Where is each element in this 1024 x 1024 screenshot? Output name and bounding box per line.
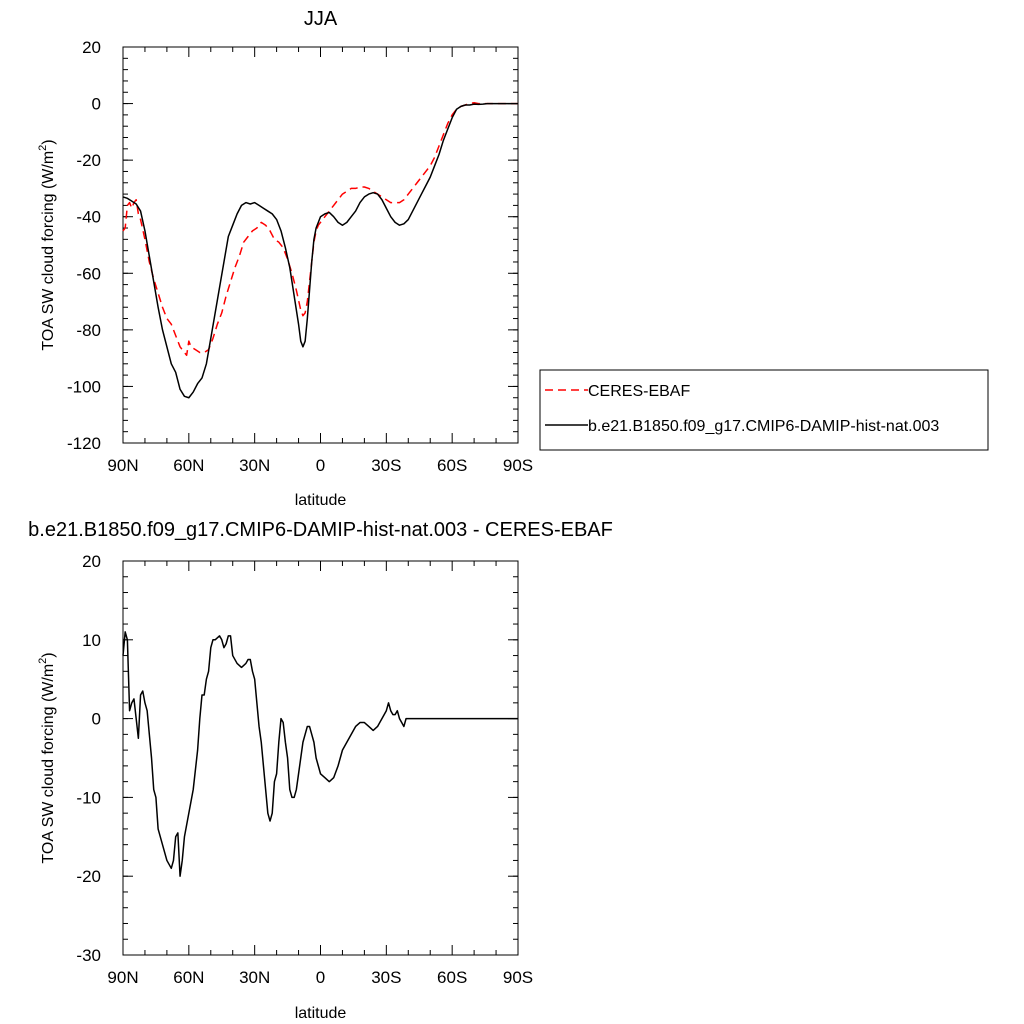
chart0-y-tick-label: -120 <box>67 434 101 453</box>
chart1-y-tick-label: -10 <box>76 788 101 807</box>
chart1-y-tick-label: 0 <box>92 710 101 729</box>
chart1-x-tick-label: 30S <box>371 968 401 987</box>
chart1-title: b.e21.B1850.f09_g17.CMIP6-DAMIP-hist-nat… <box>28 519 613 541</box>
chart1-x-tick-label: 60N <box>173 968 204 987</box>
chart0-y-tick-label: 0 <box>92 95 101 114</box>
chart0-x-tick-label: 90N <box>107 456 138 475</box>
chart1-x-axis-label: latitude <box>295 1005 347 1022</box>
chart1-plot-frame <box>122 560 519 956</box>
chart0-series-line-0 <box>122 101 518 357</box>
chart0-legend-label-1: b.e21.B1850.f09_g17.CMIP6-DAMIP-hist-nat… <box>588 418 939 435</box>
chart1-y-tick-label: 20 <box>82 552 101 571</box>
chart0-x-tick-label: 60N <box>173 456 204 475</box>
chart1-x-tick-label: 90N <box>107 968 138 987</box>
chart1-x-tick-label: 90S <box>503 968 533 987</box>
chart1-x-tick-label: 0 <box>316 968 325 987</box>
chart1-x-tick-label: 30N <box>239 968 270 987</box>
chart1-y-tick-label: 10 <box>82 631 101 650</box>
chart1-y-axis-label: TOA SW cloud forcing (W/m2) <box>37 652 57 863</box>
chart0-y-axis-label: TOA SW cloud forcing (W/m2) <box>37 139 57 350</box>
chart0-legend-label-0: CERES-EBAF <box>588 383 690 400</box>
chart0-x-tick-label: 30N <box>239 456 270 475</box>
chart0-series-line-1 <box>122 102 518 399</box>
chart0-legend-box <box>539 369 989 451</box>
chart0-x-tick-label: 0 <box>316 456 325 475</box>
chart0-y-tick-label: -60 <box>76 264 101 283</box>
chart0-x-axis-label: latitude <box>295 492 347 509</box>
chart0-plot-frame <box>122 46 519 444</box>
chart1-x-tick-label: 60S <box>437 968 467 987</box>
chart0-x-tick-label: 30S <box>371 456 401 475</box>
chart0-x-tick-label: 60S <box>437 456 467 475</box>
chart1-y-tick-label: -30 <box>76 946 101 965</box>
chart0-y-tick-label: -20 <box>76 151 101 170</box>
chart0-y-tick-label: -80 <box>76 321 101 340</box>
chart0-title: JJA <box>304 8 338 30</box>
chart0-y-tick-label: 20 <box>82 38 101 57</box>
chart0-y-tick-label: -100 <box>67 377 101 396</box>
chart1-y-tick-label: -20 <box>76 867 101 886</box>
chart0-y-tick-label: -40 <box>76 208 101 227</box>
chart0-x-tick-label: 90S <box>503 456 533 475</box>
chart1-series-line-0 <box>122 631 518 877</box>
